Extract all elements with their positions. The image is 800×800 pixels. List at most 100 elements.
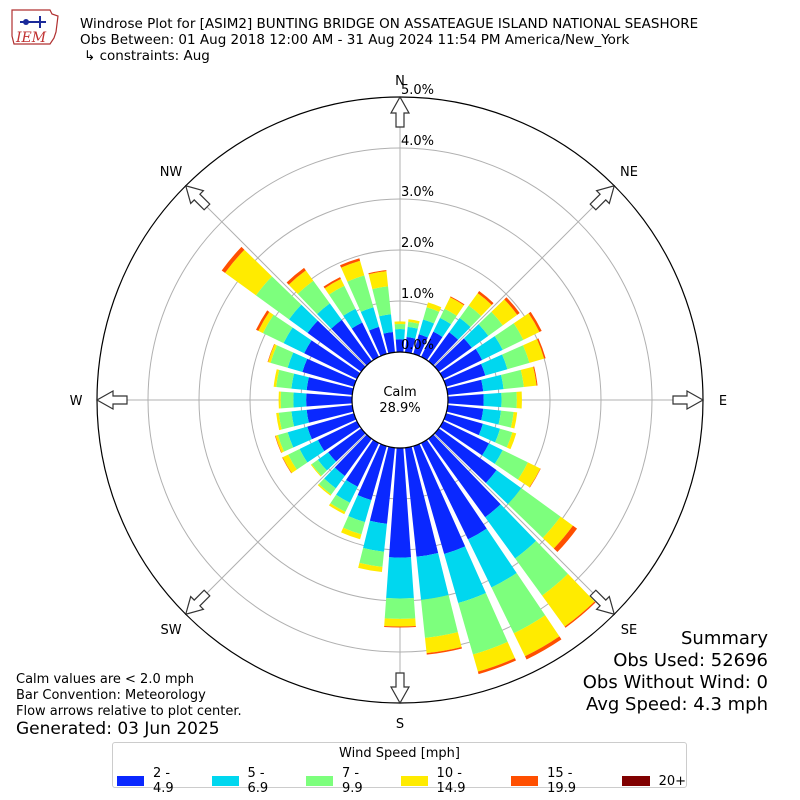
windrose-bar xyxy=(468,293,492,316)
windrose-bar xyxy=(268,344,277,363)
windrose-bar xyxy=(256,310,270,331)
windrose-bar xyxy=(507,488,561,538)
compass-label: E xyxy=(719,394,727,409)
windrose-bar xyxy=(434,428,497,483)
windrose-bar xyxy=(516,391,522,409)
legend-swatch xyxy=(306,776,334,786)
windrose-bar xyxy=(395,339,405,353)
windrose-bar xyxy=(413,443,466,554)
legend-title: Wind Speed [mph] xyxy=(339,746,460,761)
windrose-bar xyxy=(478,311,503,336)
windrose-bar xyxy=(498,410,514,428)
flow-arrow-icon xyxy=(184,184,211,211)
calm-circle xyxy=(351,351,449,449)
windrose-bar xyxy=(299,440,325,463)
windrose-bar xyxy=(472,641,515,672)
windrose-bar xyxy=(267,343,275,363)
windrose-bar xyxy=(506,432,517,450)
windrose-bar xyxy=(293,392,307,408)
legend-item: 15 - 19.9 xyxy=(511,766,604,796)
windrose-bar xyxy=(446,379,484,395)
calm-note: Calm values are < 2.0 mph xyxy=(16,672,195,687)
windrose-bar xyxy=(481,354,508,376)
summary-box: Summary Obs Used: 52696 Obs Without Wind… xyxy=(583,628,768,716)
windrose-bar xyxy=(510,411,518,429)
windrose-bar xyxy=(328,503,346,515)
legend-items: 2 - 4.9 5 - 6.9 7 - 9.9 10 - 14.9 15 - 19.9 2… xyxy=(113,766,686,796)
windrose-bar xyxy=(318,478,336,495)
windrose-bar xyxy=(368,271,389,290)
windrose-bar xyxy=(542,573,595,627)
legend-item: 7 - 9.9 xyxy=(306,766,383,796)
legend-item: 10 - 14.9 xyxy=(400,766,494,796)
windrose-bar xyxy=(389,447,411,558)
windrose-bar xyxy=(423,307,440,324)
windrose-bar xyxy=(494,450,528,480)
windrose-bar xyxy=(513,313,540,340)
calm-value: 28.9% xyxy=(379,401,420,416)
windrose-bar xyxy=(444,546,486,604)
windrose-bar xyxy=(418,319,435,338)
windrose-bar xyxy=(477,291,494,305)
legend-swatch xyxy=(117,776,145,786)
grid-spoke xyxy=(185,433,367,615)
windrose-bar xyxy=(317,421,361,452)
windrose-bar xyxy=(513,615,560,657)
legend-label: 10 - 14.9 xyxy=(436,766,466,796)
windrose-bar xyxy=(324,278,345,295)
windrose-bar xyxy=(421,439,487,540)
flow-arrow-icon xyxy=(389,672,411,705)
windrose-bar xyxy=(225,249,272,296)
compass-label: N xyxy=(395,74,405,89)
windrose-bar xyxy=(383,331,395,354)
r-tick-label: 5.0% xyxy=(401,83,434,98)
windrose-bar xyxy=(482,443,503,464)
windrose-bar xyxy=(483,392,502,408)
windrose-bar xyxy=(450,296,465,306)
obs-without-wind: Obs Without Wind: 0 xyxy=(582,672,768,693)
legend-swatch xyxy=(511,776,539,786)
windrose-bar xyxy=(317,484,332,496)
windrose-bar xyxy=(394,323,406,330)
legend: Wind Speed [mph] 2 - 4.9 5 - 6.9 7 - 9.9 10… xyxy=(112,742,687,796)
windrose-bar xyxy=(564,601,596,628)
windrose-bar xyxy=(262,314,293,344)
compass-label: NE xyxy=(620,165,638,180)
windrose-bar xyxy=(463,324,489,348)
windrose-bar xyxy=(276,412,282,431)
windrose-bar xyxy=(311,459,327,476)
windrose-bar xyxy=(494,323,524,350)
flow-arrow-icon xyxy=(672,389,705,411)
windrose-bar xyxy=(395,329,405,340)
flow-arrow-icon xyxy=(589,589,616,616)
windrose-bar xyxy=(369,446,395,524)
windrose-bar xyxy=(324,467,345,489)
windrose-bar xyxy=(341,260,365,282)
avg-speed: Avg Speed: 4.3 mph xyxy=(586,694,768,715)
windrose-bar xyxy=(348,495,372,523)
windrose-bar xyxy=(340,258,361,268)
windrose-bar xyxy=(523,338,545,363)
legend-swatch xyxy=(400,776,428,786)
windrose-bar xyxy=(502,345,530,370)
windrose-bar xyxy=(363,520,387,552)
legend-label: 20+ xyxy=(658,773,686,789)
windrose-bar xyxy=(379,314,393,334)
windrose-bar xyxy=(491,572,546,634)
chart-header: Windrose Plot for [ASIM2] BUNTING BRIDGE… xyxy=(80,16,698,64)
windrose-bar xyxy=(343,308,363,329)
windrose-bar xyxy=(302,358,357,387)
windrose-bar xyxy=(408,319,420,324)
windrose-bar xyxy=(307,413,357,440)
legend-label: 7 - 9.9 xyxy=(342,766,363,796)
windrose-bar xyxy=(433,317,452,337)
windrose-bar xyxy=(406,326,418,339)
windrose-bar xyxy=(286,267,306,285)
windrose-bar xyxy=(428,434,501,518)
logo-text: IEM xyxy=(15,30,47,46)
windrose-bar xyxy=(459,305,482,327)
summary-heading: Summary xyxy=(681,628,768,649)
windrose-bar xyxy=(407,321,420,329)
windrose-bar xyxy=(440,308,457,325)
